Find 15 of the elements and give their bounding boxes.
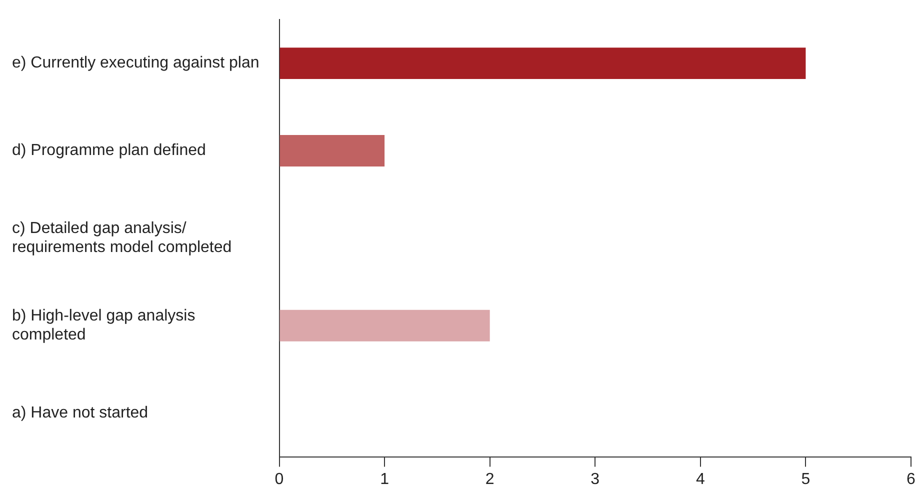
y-tick-label: b) High-level gap analysis completed xyxy=(12,307,196,344)
y-tick-label: e) Currently executing against plan xyxy=(12,54,260,72)
y-tick-label: d) Programme plan defined xyxy=(12,142,206,160)
x-tick-label: 6 xyxy=(906,470,916,488)
bar xyxy=(280,310,490,342)
x-tick-label: 3 xyxy=(590,470,600,488)
x-tick-label: 1 xyxy=(380,470,390,488)
bar xyxy=(280,48,806,80)
y-tick-label: a) Have not started xyxy=(12,404,148,422)
x-tick-label: 4 xyxy=(696,470,705,488)
x-tick-label: 0 xyxy=(274,470,284,488)
bar xyxy=(280,135,385,166)
x-tick-label: 5 xyxy=(801,470,810,488)
y-tick-label: c) Detailed gap analysis/ requirements model completed xyxy=(12,220,232,256)
x-tick-label: 2 xyxy=(485,470,494,488)
